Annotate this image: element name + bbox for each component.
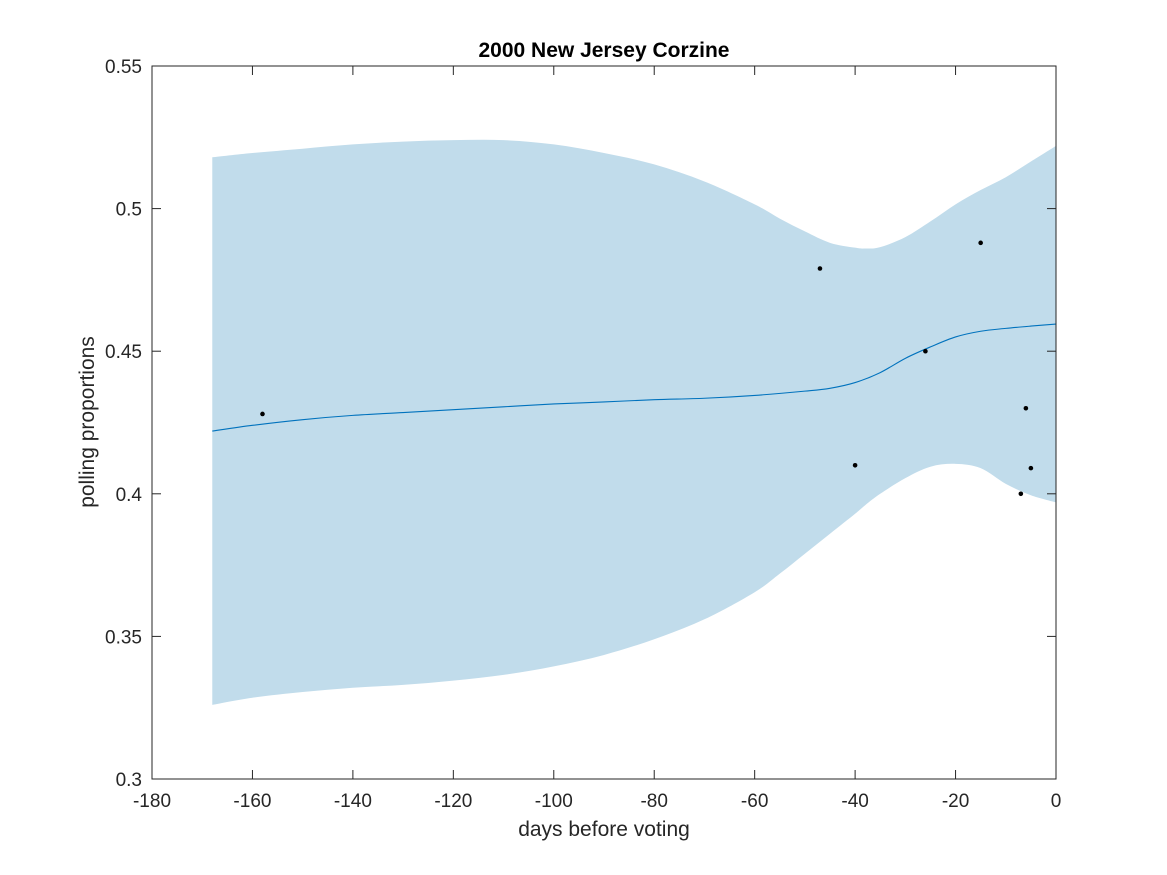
- x-tick-label: -80: [640, 791, 667, 812]
- axes: -180 -160 -140 -120 -100 -80 -60 -40 -20 0 0.3 0.35…: [105, 57, 1061, 812]
- x-tick-label: -100: [535, 791, 573, 812]
- plot-area: [212, 139, 1057, 705]
- x-tick-label: -120: [434, 791, 472, 812]
- y-tick-label: 0.55: [105, 57, 142, 78]
- y-tick-label: 0.45: [105, 342, 142, 363]
- data-point: [817, 266, 823, 271]
- x-tick-label: -40: [841, 791, 868, 812]
- y-axis-label: polling proportions: [76, 336, 99, 508]
- data-point: [852, 462, 858, 468]
- x-tick-label: -20: [942, 791, 969, 812]
- data-point: [260, 411, 265, 417]
- axes-box: [151, 65, 1057, 780]
- data-point: [923, 348, 928, 354]
- data-point: [978, 240, 983, 246]
- data-point: [1023, 405, 1029, 411]
- x-axis-label: days before voting: [518, 818, 690, 841]
- y-tick-label: 0.35: [105, 627, 142, 648]
- x-tick-label: -140: [334, 791, 372, 812]
- x-tick-label: -180: [133, 791, 171, 812]
- x-tick-label: -60: [741, 791, 768, 812]
- y-tick-label: 0.4: [116, 485, 143, 506]
- y-tick-label: 0.5: [116, 200, 142, 221]
- mean-line: [212, 323, 1057, 432]
- data-point: [1018, 491, 1024, 497]
- data-point: [1028, 465, 1034, 471]
- y-tick-label: 0.3: [116, 770, 142, 791]
- confidence-band: [212, 139, 1056, 705]
- chart-title: 2000 New Jersey Corzine: [479, 39, 730, 62]
- x-tick-label: -160: [233, 791, 271, 812]
- x-tick-label: 0: [1051, 791, 1062, 812]
